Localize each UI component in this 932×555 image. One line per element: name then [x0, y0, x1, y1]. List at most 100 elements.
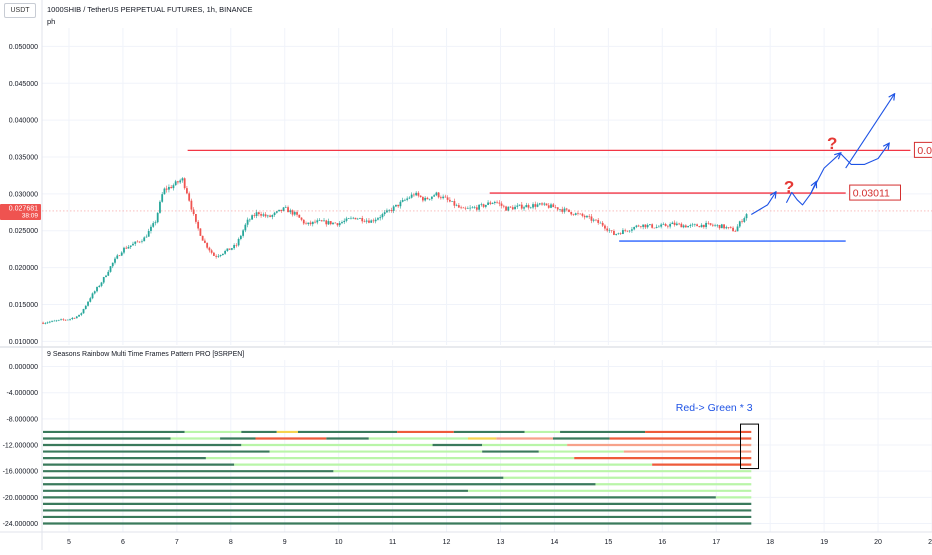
candle-body [136, 241, 139, 243]
candle-body [428, 198, 431, 200]
candle-body [680, 223, 683, 228]
candle-body [500, 203, 503, 206]
resistance-top-label-box [913, 141, 932, 158]
candle-body [181, 178, 184, 181]
candle-body [296, 212, 298, 215]
candle-body [538, 203, 541, 205]
candle-body [669, 224, 672, 227]
candle-body [75, 316, 78, 319]
candle-body [448, 199, 451, 202]
currency-badge[interactable]: USDT [4, 3, 36, 18]
candle-body [60, 319, 62, 320]
candle-body [565, 208, 568, 210]
candle-body [374, 219, 377, 222]
candle-body [219, 254, 222, 256]
candle-body [215, 255, 218, 257]
resistance-top-label: 0.0359 [917, 145, 932, 157]
candle-body [82, 309, 85, 314]
candle-body [579, 213, 582, 215]
time-tick-label: 7 [175, 539, 179, 546]
candle-body [386, 210, 388, 213]
candle-body [684, 225, 687, 228]
price-tick-label: 0.040000 [9, 118, 38, 125]
candle-body [253, 215, 256, 217]
candle-body [156, 212, 159, 223]
osc-tick-label: -20.000000 [3, 495, 39, 502]
osc-tick-label: -16.000000 [3, 469, 39, 476]
candle-body [359, 218, 361, 219]
candle-body [129, 245, 132, 247]
candle-body [350, 217, 352, 219]
candle-body [725, 227, 728, 229]
candle-body [96, 287, 98, 292]
candle-body [239, 235, 242, 240]
symbol-title[interactable]: 1000SHIB / TetherUS PERPETUAL FUTURES, 1… [47, 5, 253, 14]
candle-body [525, 205, 528, 208]
candle-body [206, 242, 209, 248]
candle-body [696, 224, 698, 227]
candle-body [646, 225, 649, 228]
candles [42, 177, 748, 325]
indicator-label[interactable]: ph [47, 17, 56, 26]
candle-body [269, 215, 271, 217]
candle-body [161, 194, 164, 202]
candle-body [484, 204, 487, 207]
candle-body [120, 252, 123, 256]
candle-body [390, 209, 393, 211]
candle-body [192, 209, 195, 215]
candle-body [51, 320, 53, 322]
candle-body [125, 247, 128, 249]
price-tick-label: 0.015000 [9, 302, 38, 309]
candle-body [455, 205, 458, 206]
candle-body [221, 253, 224, 255]
candle-body [415, 192, 418, 196]
candle-body [347, 218, 350, 219]
candle-body [244, 224, 247, 231]
candle-body [509, 206, 512, 208]
candle-body [693, 224, 696, 226]
osc-tick-label: -4.000000 [6, 390, 38, 397]
subchart-title[interactable]: 9 Seasons Rainbow Multi Time Frames Patt… [47, 351, 245, 358]
candle-body [563, 208, 566, 212]
candle-body [426, 197, 429, 200]
candle-body [377, 218, 379, 220]
candle-body [307, 222, 310, 225]
candle-body [718, 224, 721, 229]
candle-body [714, 225, 716, 226]
rainbow-rows [43, 430, 752, 525]
candle-body [242, 230, 245, 236]
candle-body [606, 228, 609, 231]
candle-body [408, 197, 411, 199]
candle-body [338, 223, 341, 226]
candle-body [608, 230, 611, 231]
price-tick-label: 0.035000 [9, 155, 38, 162]
candle-body [179, 180, 182, 183]
candle-body [302, 219, 305, 224]
candle-body [80, 313, 83, 315]
candle-body [287, 207, 289, 213]
candle-body [678, 223, 681, 225]
candle-body [314, 221, 316, 223]
candle-body [642, 224, 645, 227]
candle-body [705, 222, 707, 228]
candle-body [212, 252, 215, 256]
candle-body [691, 224, 694, 226]
candle-body [741, 221, 743, 222]
osc-tick-label: -12.000000 [3, 443, 39, 450]
candle-body [235, 245, 238, 246]
candle-body [462, 207, 465, 209]
projection-path-4 [839, 144, 889, 165]
candle-body [444, 196, 447, 198]
candle-body [329, 221, 332, 225]
highlight-box [740, 423, 760, 470]
candle-body [536, 204, 539, 207]
candle-body [379, 217, 382, 219]
candle-body [552, 204, 555, 208]
candle-body [466, 208, 469, 209]
candle-body [291, 210, 294, 215]
candle-body [487, 202, 489, 205]
candle-body [743, 218, 746, 222]
projection-path-5 [845, 94, 895, 169]
